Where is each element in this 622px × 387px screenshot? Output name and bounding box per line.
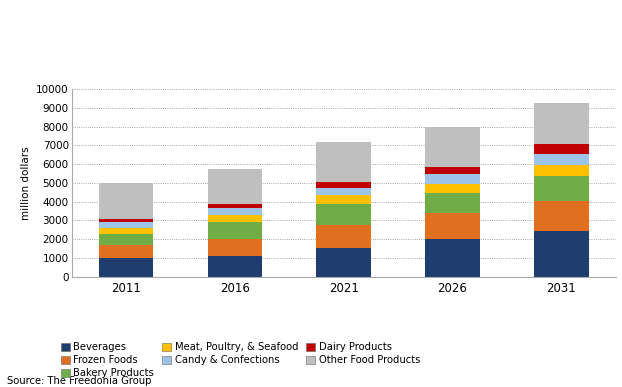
Bar (99, 245, 153, 258)
Bar (208, 169, 262, 204)
Bar (317, 225, 371, 248)
Bar (317, 182, 371, 188)
Y-axis label: million dollars: million dollars (21, 146, 30, 220)
Bar (534, 231, 588, 277)
Bar (99, 219, 153, 222)
Bar (534, 176, 588, 201)
Bar (425, 167, 480, 175)
Bar (99, 228, 153, 233)
Text: (million dollars): (million dollars) (7, 40, 112, 53)
Text: Folding Carton Demand by Market, 2011 – 2031: Folding Carton Demand by Market, 2011 – … (7, 14, 322, 27)
Bar (99, 183, 153, 219)
Bar (208, 239, 262, 256)
Bar (534, 103, 588, 144)
Bar (534, 165, 588, 176)
Bar (99, 233, 153, 245)
Bar (534, 201, 588, 231)
Bar (208, 222, 262, 239)
Bar (425, 175, 480, 184)
Bar (317, 188, 371, 195)
Bar (317, 195, 371, 204)
Bar (317, 142, 371, 182)
Bar (425, 193, 480, 213)
Bar (317, 248, 371, 277)
Bar (99, 258, 153, 277)
Text: Source: The Freedonia Group: Source: The Freedonia Group (7, 376, 152, 386)
Bar (208, 215, 262, 222)
Bar (534, 144, 588, 154)
Bar (208, 256, 262, 277)
Bar (425, 239, 480, 277)
Bar (425, 184, 480, 193)
Text: Freedonia™: Freedonia™ (510, 68, 578, 77)
Bar (208, 204, 262, 208)
Bar (425, 213, 480, 239)
Bar (317, 204, 371, 225)
Bar (99, 222, 153, 228)
Bar (208, 208, 262, 215)
Legend: Beverages, Frozen Foods, Bakery Products, Meat, Poultry, & Seafood, Candy & Conf: Beverages, Frozen Foods, Bakery Products… (61, 342, 420, 378)
Bar (534, 154, 588, 165)
Bar (425, 127, 480, 167)
